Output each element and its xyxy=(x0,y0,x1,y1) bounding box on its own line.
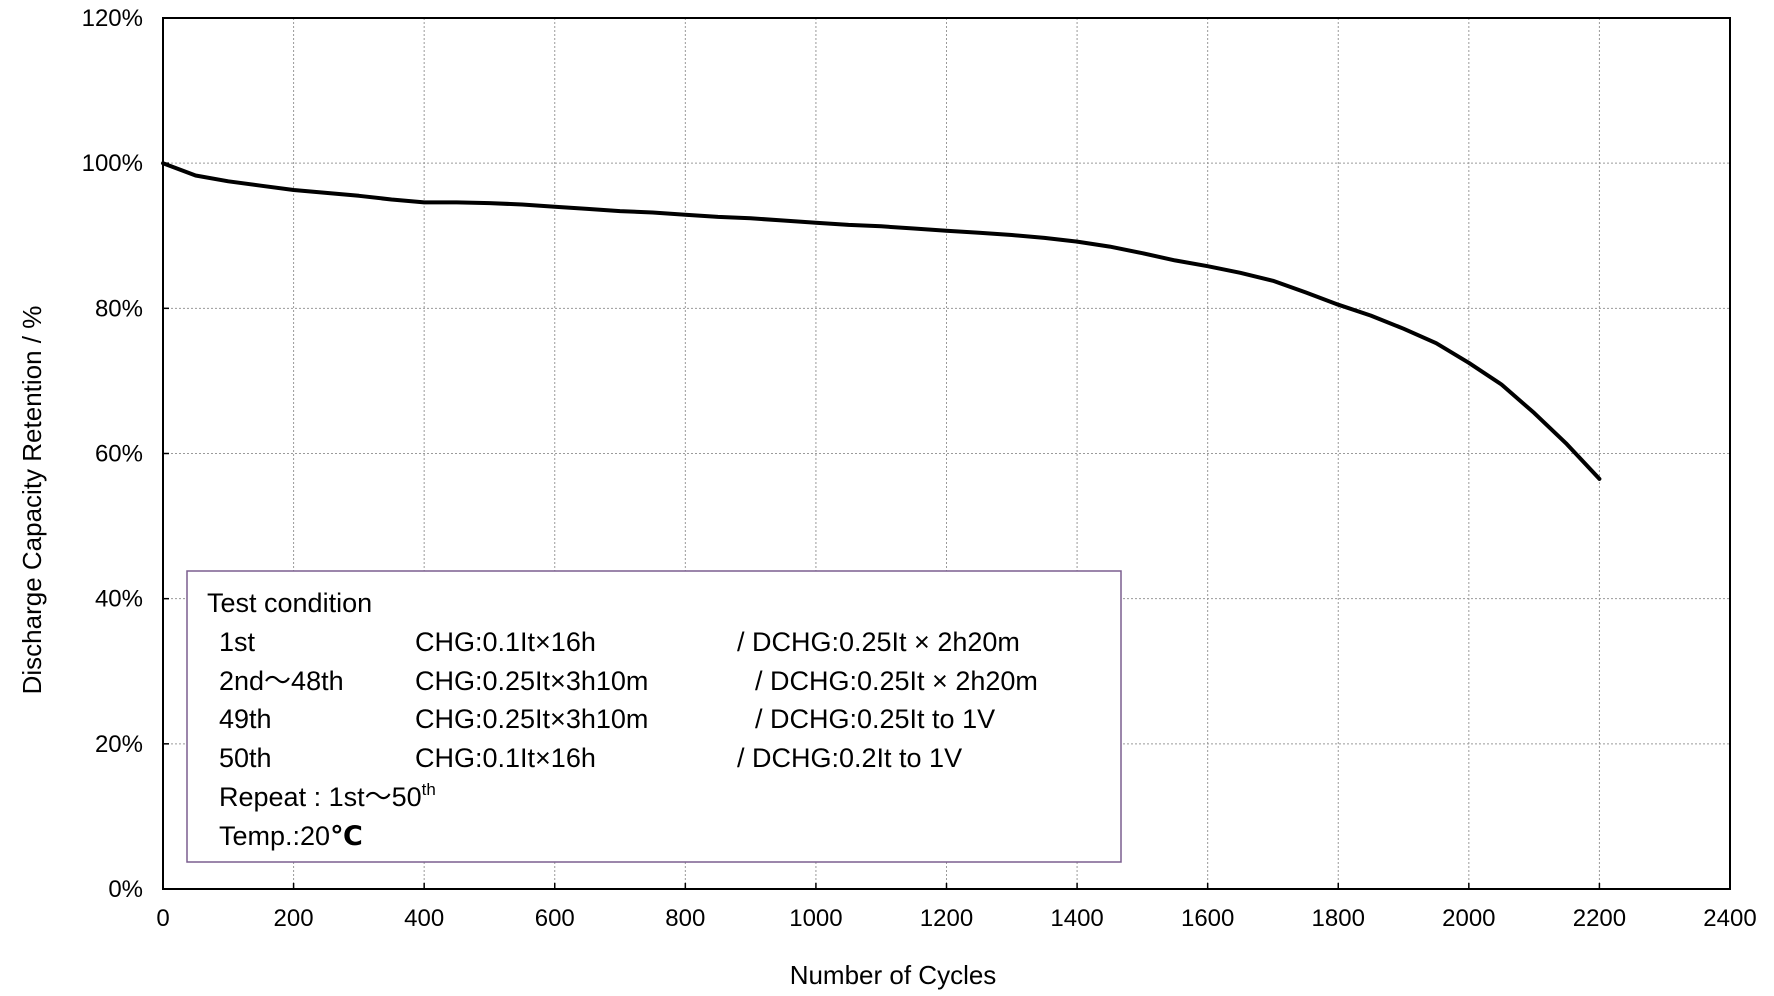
x-tick-label: 2000 xyxy=(1442,905,1495,932)
legend-row-3-charge: CHG:0.25It×3h10m xyxy=(415,704,648,734)
x-tick-label: 1000 xyxy=(789,905,842,932)
x-tick-label: 2400 xyxy=(1703,905,1756,932)
x-tick-label: 600 xyxy=(535,905,575,932)
legend-row-1-step: 1st xyxy=(219,627,256,657)
tick-labels: 0 200 400 600 800 1000 1200 1400 1600 1800 2000 220… xyxy=(82,5,1757,932)
legend-row-3-step: 49th xyxy=(219,704,272,734)
legend-row-4-discharge: / DCHG:0.2It to 1V xyxy=(737,743,962,773)
legend-row-4-charge: CHG:0.1It×16h xyxy=(415,743,596,773)
legend-repeat-superscript: th xyxy=(422,780,436,799)
y-tick-label: 20% xyxy=(95,731,143,758)
legend-row-2-step: 2nd〜48th xyxy=(219,666,344,696)
legend-title: Test condition xyxy=(207,588,372,618)
x-tick-label: 200 xyxy=(274,905,314,932)
x-tick-label: 0 xyxy=(156,905,169,932)
x-tick-label: 1400 xyxy=(1050,905,1103,932)
legend-row-2-discharge: / DCHG:0.25It × 2h20m xyxy=(755,666,1038,696)
y-tick-label: 100% xyxy=(82,150,143,177)
legend-repeat: Repeat : 1st〜50th xyxy=(219,780,436,812)
legend-repeat-label: Repeat : 1st〜50 xyxy=(219,782,422,812)
x-tick-label: 800 xyxy=(665,905,705,932)
legend-row-1-discharge: / DCHG:0.25It × 2h20m xyxy=(737,627,1020,657)
legend-temperature: Temp.:20℃ xyxy=(219,821,363,851)
legend-border xyxy=(186,570,1122,863)
x-tick-label: 1600 xyxy=(1181,905,1234,932)
legend-row-3-discharge: / DCHG:0.25It to 1V xyxy=(755,704,995,734)
y-tick-label: 0% xyxy=(108,876,143,903)
legend-temperature-label: Temp.:20 xyxy=(219,821,330,851)
data-series xyxy=(161,161,1602,481)
legend-row-4-step: 50th xyxy=(219,743,272,773)
legend-row-1-charge: CHG:0.1It×16h xyxy=(415,627,596,657)
legend-temperature-unit: ℃ xyxy=(330,821,363,851)
y-tick-label: 40% xyxy=(95,586,143,613)
x-axis-title: Number of Cycles xyxy=(790,960,997,990)
x-tick-label: 2200 xyxy=(1573,905,1626,932)
x-tick-label: 1800 xyxy=(1312,905,1365,932)
y-tick-label: 80% xyxy=(95,295,143,322)
y-axis-title: Discharge Capacity Retention / % xyxy=(17,306,47,695)
test-condition-legend: Test condition 1st CHG:0.1It×16h / DCHG:… xyxy=(186,570,1122,863)
x-tick-label: 1200 xyxy=(920,905,973,932)
x-tick-label: 400 xyxy=(404,905,444,932)
y-tick-label: 60% xyxy=(95,441,143,468)
legend-row-2-charge: CHG:0.25It×3h10m xyxy=(415,666,648,696)
y-tick-label: 120% xyxy=(82,5,143,32)
capacity-retention-line xyxy=(161,161,1602,481)
